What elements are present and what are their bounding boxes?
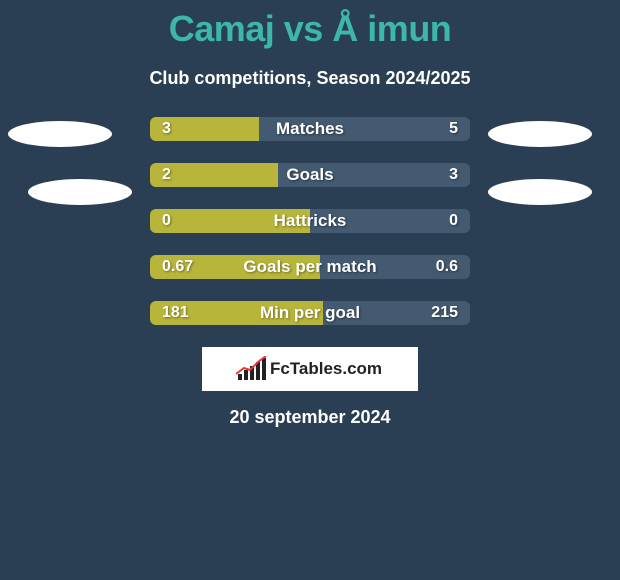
stat-left-value: 3 xyxy=(162,120,171,138)
stat-row: Matches 3 5 xyxy=(150,117,470,141)
stat-right-value: 215 xyxy=(431,304,458,322)
stat-right-value: 5 xyxy=(449,120,458,138)
stats-card: Camaj vs Å imun Club competitions, Seaso… xyxy=(0,0,620,428)
stat-label: Hattricks xyxy=(274,211,347,231)
stat-right-value: 3 xyxy=(449,166,458,184)
avatar-placeholder xyxy=(8,121,112,147)
brand-badge: FcTables.com xyxy=(202,347,418,391)
stat-label: Goals per match xyxy=(243,257,376,277)
stat-right-value: 0 xyxy=(449,212,458,230)
stat-left-value: 2 xyxy=(162,166,171,184)
date-text: 20 september 2024 xyxy=(0,407,620,428)
stat-row: Goals 2 3 xyxy=(150,163,470,187)
stat-row: Min per goal 181 215 xyxy=(150,301,470,325)
brand-line-icon xyxy=(236,356,268,376)
stat-right-value: 0.6 xyxy=(436,258,458,276)
stat-label: Min per goal xyxy=(260,303,360,323)
comparison-wrap: Matches 3 5 Goals 2 3 Hattricks 0 0 Goals per mat… xyxy=(0,117,620,325)
stat-label: Goals xyxy=(286,165,333,185)
right-avatar-col xyxy=(488,117,612,205)
subtitle: Club competitions, Season 2024/2025 xyxy=(0,68,620,89)
stat-left-value: 0.67 xyxy=(162,258,193,276)
brand-text: FcTables.com xyxy=(270,359,382,379)
avatar-placeholder xyxy=(488,179,592,205)
left-avatar-col xyxy=(8,117,132,205)
stat-row: Goals per match 0.67 0.6 xyxy=(150,255,470,279)
stat-row: Hattricks 0 0 xyxy=(150,209,470,233)
stat-left-value: 181 xyxy=(162,304,189,322)
avatar-placeholder xyxy=(28,179,132,205)
brand-chart-icon xyxy=(238,358,266,380)
stat-left-value: 0 xyxy=(162,212,171,230)
page-title: Camaj vs Å imun xyxy=(0,8,620,50)
avatar-placeholder xyxy=(488,121,592,147)
stat-bars: Matches 3 5 Goals 2 3 Hattricks 0 0 Goals per mat… xyxy=(150,117,470,325)
stat-label: Matches xyxy=(276,119,344,139)
